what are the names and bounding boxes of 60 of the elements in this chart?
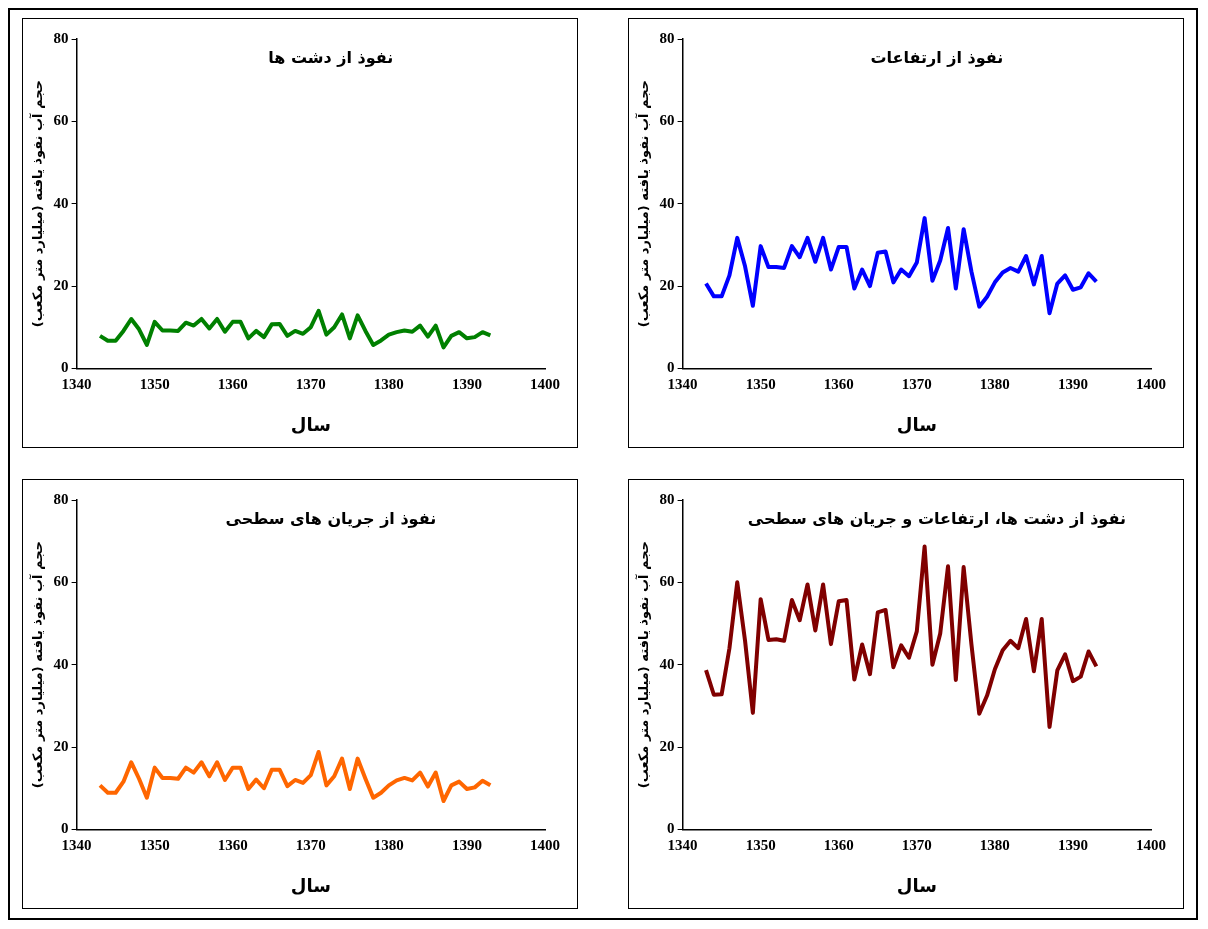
- x-tick-label: 1390: [1057, 376, 1088, 393]
- x-tick-label: 1370: [295, 376, 326, 393]
- x-tick-label: 1370: [901, 837, 932, 854]
- x-tick-label: 1360: [823, 837, 854, 854]
- y-axis-title: حجم آب نفوذ یافته (میلیارد متر مکعب): [635, 541, 652, 789]
- y-tick-label: 0: [61, 359, 69, 376]
- x-tick-label: 1400: [1136, 376, 1166, 393]
- x-tick-label: 1350: [745, 376, 776, 393]
- text: نفوذ از ارتفاعات: [870, 48, 1004, 68]
- y-tick-label: 40: [659, 194, 675, 211]
- y-tick-label: 80: [659, 490, 675, 507]
- x-axis-title: سال: [896, 874, 937, 896]
- y-tick-label: 60: [659, 112, 675, 129]
- x-tick-label: 1350: [139, 837, 170, 854]
- y-tick-label: 20: [53, 737, 69, 754]
- x-tick-label: 1350: [745, 837, 776, 854]
- y-tick-label: 80: [659, 29, 675, 46]
- x-tick-label: 1380: [979, 376, 1010, 393]
- y-tick-label: 80: [53, 29, 69, 46]
- text: نفوذ از دشت ها: [268, 48, 394, 68]
- x-tick-label: 1360: [217, 837, 248, 854]
- y-axis-title: حجم آب نفوذ یافته (میلیارد متر مکعب): [635, 80, 652, 328]
- x-tick-label: 1340: [667, 376, 698, 393]
- x-axis-title: سال: [896, 413, 937, 435]
- y-tick-label: 60: [659, 573, 675, 590]
- x-tick-label: 1380: [373, 376, 404, 393]
- x-tick-label: 1340: [61, 376, 92, 393]
- y-tick-label: 40: [53, 655, 69, 672]
- x-tick-label: 1390: [1057, 837, 1088, 854]
- y-tick-label: 20: [659, 737, 675, 754]
- y-tick-label: 0: [61, 820, 69, 837]
- x-tick-label: 1360: [217, 376, 248, 393]
- y-tick-label: 20: [53, 276, 69, 293]
- x-tick-label: 1380: [373, 837, 404, 854]
- x-tick-label: 1370: [901, 376, 932, 393]
- x-tick-label: 1340: [61, 837, 92, 854]
- y-tick-label: 60: [53, 112, 69, 129]
- x-axis-title: سال: [290, 413, 331, 435]
- text: نفوذ از جریان های سطحی: [225, 509, 437, 529]
- x-axis-title: سال: [290, 874, 331, 896]
- x-tick-label: 1360: [823, 376, 854, 393]
- text: نفوذ از دشت ها، ارتفاعات و جریان های سطحی: [747, 509, 1126, 529]
- y-tick-label: 20: [659, 276, 675, 293]
- x-tick-label: 1400: [530, 837, 560, 854]
- x-tick-label: 1350: [139, 376, 170, 393]
- x-tick-label: 1400: [530, 376, 560, 393]
- x-tick-label: 1340: [667, 837, 698, 854]
- y-tick-label: 40: [53, 194, 69, 211]
- y-tick-label: 0: [667, 820, 675, 837]
- y-tick-label: 40: [659, 655, 675, 672]
- x-tick-label: 1390: [451, 837, 482, 854]
- y-axis-title: حجم آب نفوذ یافته (میلیارد متر مکعب): [29, 80, 46, 328]
- x-tick-label: 1400: [1136, 837, 1166, 854]
- x-tick-label: 1370: [295, 837, 326, 854]
- y-axis-title: حجم آب نفوذ یافته (میلیارد متر مکعب): [29, 541, 46, 789]
- y-tick-label: 80: [53, 490, 69, 507]
- y-tick-label: 0: [667, 359, 675, 376]
- y-tick-label: 60: [53, 573, 69, 590]
- x-tick-label: 1390: [451, 376, 482, 393]
- x-tick-label: 1380: [979, 837, 1010, 854]
